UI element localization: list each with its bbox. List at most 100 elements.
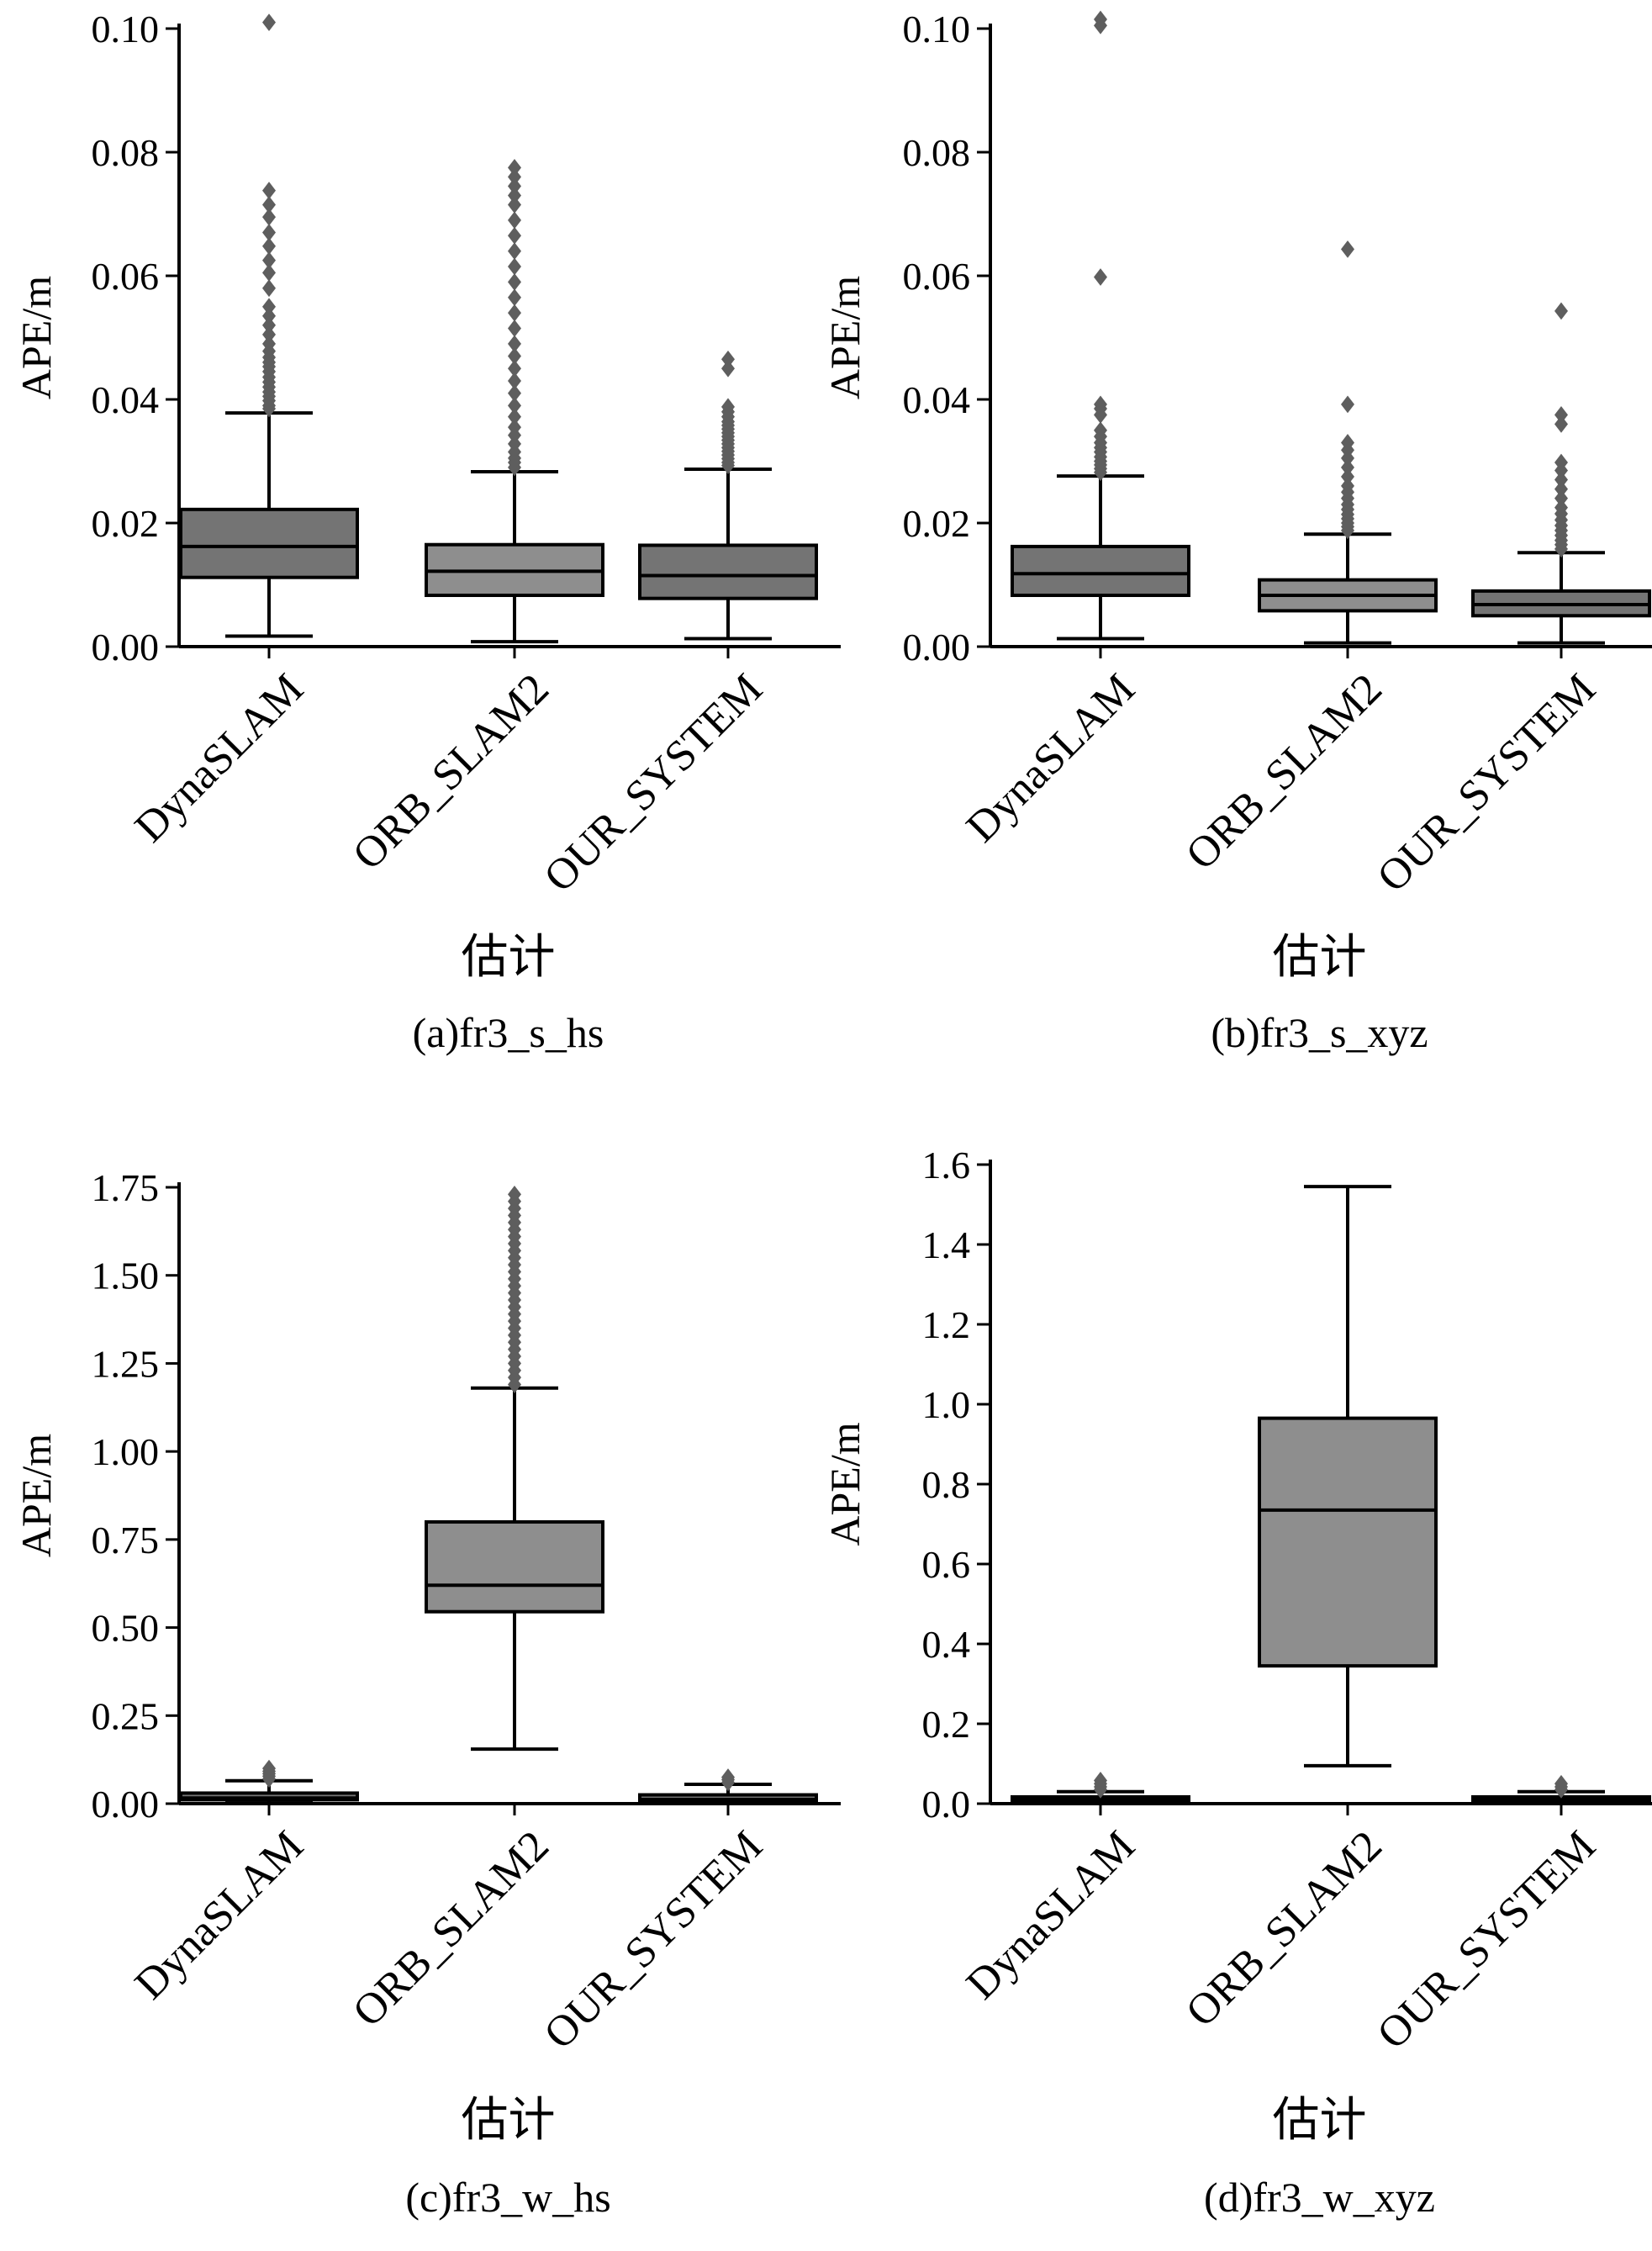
outlier-marker — [1094, 268, 1107, 286]
outlier-marker — [262, 224, 276, 241]
chart-panel-2: 0.00 0.25 0.50 0.75 1.00 1.25 1.50 1.75 APE/m Dyn… — [13, 1166, 841, 2221]
outlier-marker — [262, 316, 276, 335]
outlier-marker — [721, 1768, 735, 1786]
outlier-marker — [262, 307, 276, 325]
y-tick-label: 0.50 — [92, 1607, 160, 1650]
panel-caption: (b)fr3_s_xyz — [1211, 1009, 1428, 1056]
panel-caption: (a)fr3_s_hs — [413, 1009, 604, 1056]
box-iqr — [638, 543, 818, 600]
outlier-marker — [508, 396, 521, 415]
category-label: DynaSLAM — [958, 1822, 1144, 2009]
outlier-marker — [508, 211, 521, 230]
box-group-DynaSLAM — [1011, 1772, 1190, 1805]
y-tick-label: 1.4 — [922, 1223, 971, 1266]
panel-caption: (c)fr3_w_hs — [405, 2174, 610, 2221]
y-tick-label: 0.2 — [922, 1703, 971, 1746]
outlier-marker — [1554, 499, 1568, 517]
outlier-marker — [508, 320, 521, 337]
y-tick-label: 0.00 — [92, 626, 160, 668]
y-tick-label: 0.02 — [92, 502, 160, 545]
y-tick-label: 0.0 — [922, 1783, 971, 1826]
category-label: OUR_SYSTEM — [1369, 1822, 1605, 2058]
box-group-DynaSLAM — [179, 1759, 359, 1805]
y-tick-label: 0.06 — [903, 255, 971, 298]
outlier-marker — [508, 372, 521, 390]
y-tick-label: 0.02 — [903, 502, 971, 545]
outlier-marker — [262, 298, 276, 316]
outlier-marker — [721, 350, 735, 368]
y-tick-label: 0.10 — [92, 8, 160, 50]
outlier-marker — [508, 242, 521, 260]
outlier-marker — [1094, 421, 1107, 440]
outlier-marker — [508, 304, 521, 322]
box-group-ORB_SLAM2 — [1258, 240, 1438, 645]
chart-panel-1: 0.00 0.02 0.04 0.06 0.08 0.10 APE/m DynaSLAM ORB… — [821, 8, 1652, 1056]
y-tick-label: 1.25 — [92, 1342, 160, 1385]
box-iqr — [425, 1519, 604, 1614]
panel-caption: (d)fr3_w_xyz — [1204, 2174, 1435, 2221]
outlier-marker — [1554, 489, 1568, 507]
outlier-marker — [262, 208, 276, 226]
category-label: ORB_SLAM2 — [1177, 1822, 1391, 2037]
box-group-ORB_SLAM2 — [425, 1185, 604, 1752]
box-group-OUR_SYSTEM — [1471, 1774, 1651, 1805]
outlier-marker — [508, 177, 521, 195]
outlier-marker — [508, 187, 521, 204]
y-tick-label: 0.75 — [92, 1519, 160, 1561]
box-iqr — [179, 507, 359, 579]
outlier-marker — [1554, 1774, 1568, 1793]
outlier-marker — [508, 335, 521, 353]
outlier-marker — [508, 288, 521, 307]
category-label: ORB_SLAM2 — [344, 665, 558, 880]
y-tick-label: 0.00 — [903, 626, 971, 668]
category-label: DynaSLAM — [958, 665, 1144, 852]
outlier-marker — [262, 335, 276, 353]
category-label: DynaSLAM — [126, 665, 313, 852]
box-group-OUR_SYSTEM — [638, 1768, 818, 1805]
box-group-ORB_SLAM2 — [1258, 1185, 1438, 1768]
category-label: ORB_SLAM2 — [344, 1822, 558, 2037]
outlier-marker — [721, 398, 735, 416]
outlier-marker — [262, 325, 276, 344]
outlier-marker — [1341, 458, 1354, 477]
outlier-marker — [508, 168, 521, 186]
outlier-marker — [1094, 395, 1107, 414]
outlier-marker — [508, 418, 521, 436]
y-tick-label: 0.00 — [92, 1783, 160, 1826]
x-axis-title: 估计 — [1273, 932, 1367, 984]
outlier-marker — [721, 359, 735, 378]
category-label: OUR_SYSTEM — [1369, 665, 1605, 901]
outlier-marker — [262, 182, 276, 199]
outlier-marker — [1554, 302, 1568, 320]
y-tick-label: 1.00 — [92, 1430, 160, 1473]
x-axis-title: 估计 — [462, 2095, 556, 2147]
box-iqr — [1011, 544, 1190, 597]
box-group-OUR_SYSTEM — [1471, 302, 1651, 645]
y-tick-label: 1.50 — [92, 1255, 160, 1297]
outlier-marker — [508, 384, 521, 403]
y-axis-title: APE/m — [13, 276, 60, 399]
outlier-marker — [1341, 395, 1354, 414]
category-label: DynaSLAM — [126, 1822, 313, 2009]
outlier-marker — [262, 196, 276, 214]
box-iqr — [1258, 1416, 1438, 1668]
y-tick-label: 0.08 — [92, 131, 160, 174]
outlier-marker — [1554, 480, 1568, 498]
outlier-marker — [508, 196, 521, 214]
outlier-marker — [508, 408, 521, 425]
category-label: OUR_SYSTEM — [536, 665, 772, 901]
outlier-marker — [262, 251, 276, 270]
outlier-marker — [1341, 477, 1354, 495]
outlier-marker — [1554, 471, 1568, 489]
outlier-marker — [508, 226, 521, 245]
box-group-DynaSLAM — [179, 13, 359, 638]
box-group-DynaSLAM — [1011, 10, 1190, 641]
outlier-marker — [262, 263, 276, 282]
outlier-marker — [1554, 415, 1568, 433]
outlier-marker — [508, 359, 521, 378]
outlier-marker — [1094, 1772, 1107, 1789]
y-axis-title: APE/m — [13, 1434, 60, 1557]
category-label: OUR_SYSTEM — [536, 1822, 772, 2058]
y-tick-label: 0.6 — [922, 1543, 971, 1586]
outlier-marker — [262, 279, 276, 298]
